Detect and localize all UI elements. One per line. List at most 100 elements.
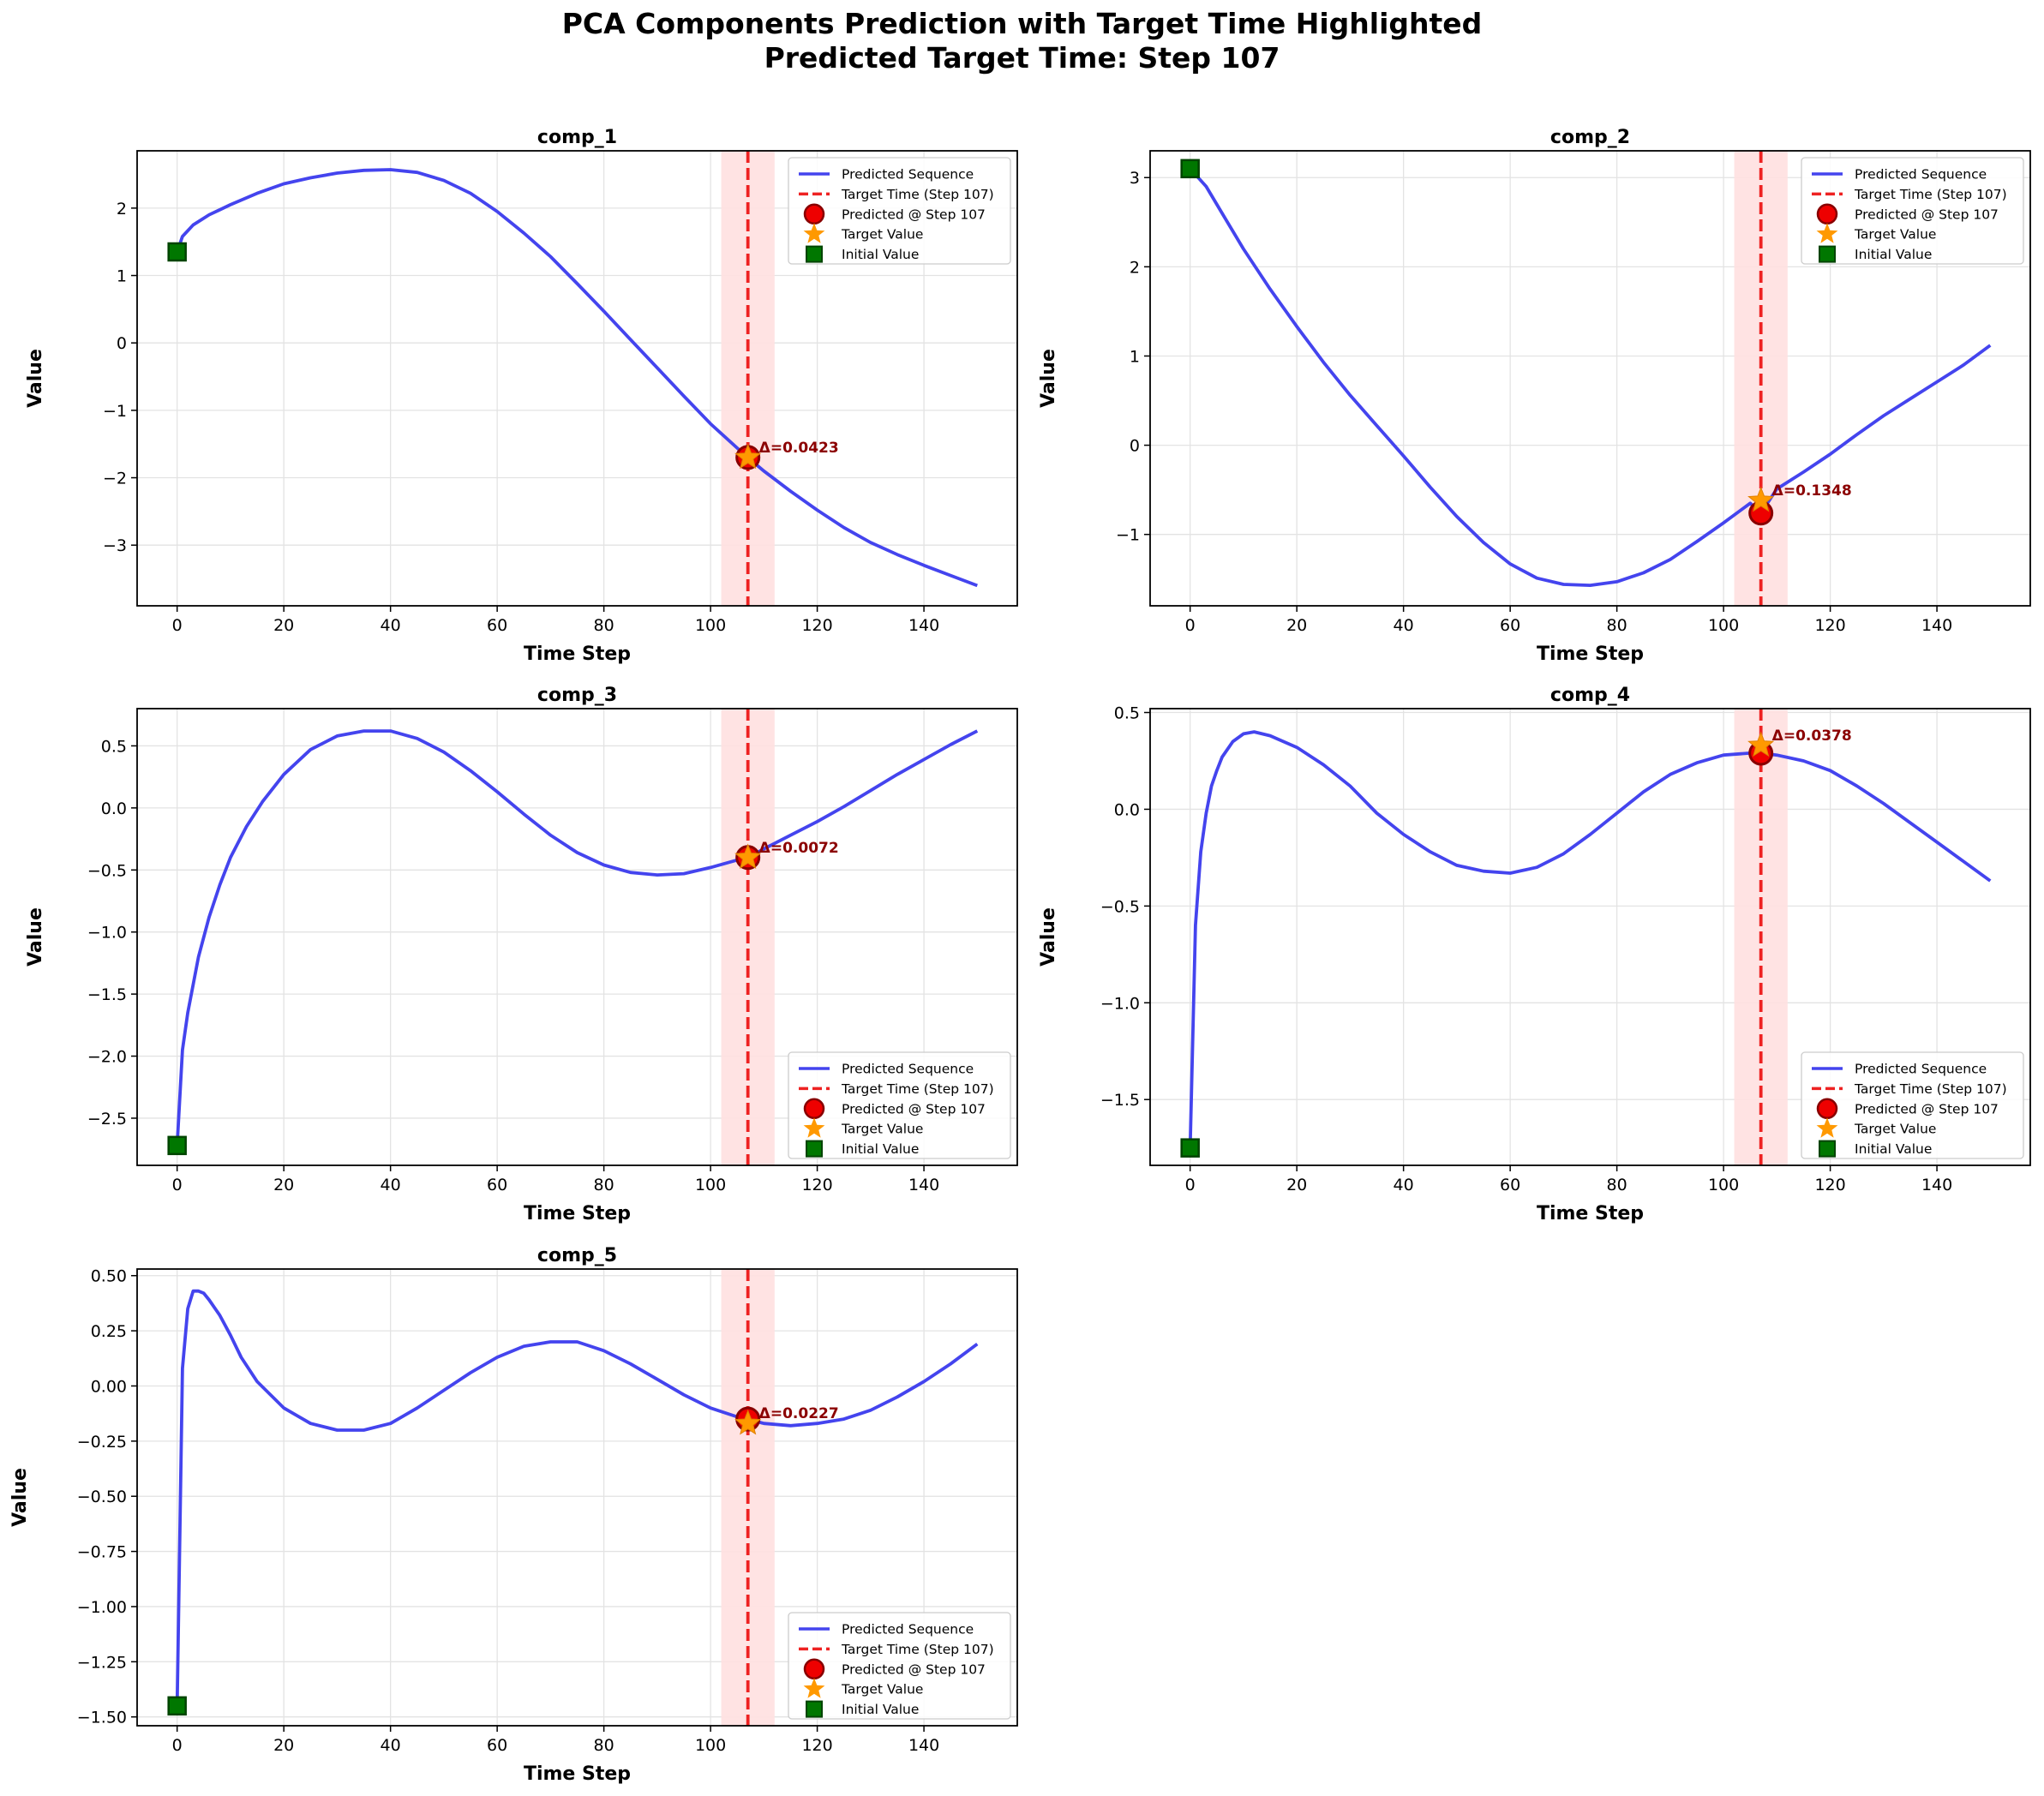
legend-label: Target Time (Step 107) — [1854, 187, 2007, 202]
y-axis-label: Value — [1038, 907, 1059, 967]
predicted-sequence-line — [175, 729, 979, 1146]
predicted-sequence-line — [175, 1289, 979, 1706]
x-tick-label: 20 — [1286, 616, 1307, 635]
x-tick-label: 60 — [1500, 616, 1520, 635]
y-tick-label: −1.0 — [1100, 994, 1140, 1013]
x-tick-label: 80 — [594, 616, 614, 635]
x-tick-label: 120 — [1814, 616, 1845, 635]
x-tick-label: 80 — [594, 1176, 614, 1194]
y-axis-label: Value — [25, 907, 46, 967]
figure-title: PCA Components Prediction with Target Ti… — [561, 7, 1483, 40]
legend-box — [788, 1051, 1011, 1159]
legend-label: Predicted Sequence — [842, 1062, 974, 1077]
y-tick-label: −0.75 — [77, 1543, 127, 1562]
x-tick-label: 40 — [1394, 616, 1414, 635]
target-star — [1747, 486, 1775, 512]
x-axis-label: Time Step — [524, 1763, 631, 1785]
y-axis-label: Value — [9, 1468, 31, 1527]
x-tick-label: 60 — [487, 616, 507, 635]
x-tick-label: 120 — [801, 1736, 832, 1755]
y-tick-label: −0.50 — [77, 1488, 127, 1506]
delta-label: Δ=0.0072 — [759, 840, 839, 857]
legend: Predicted Sequence Target Time (Step 107)… — [788, 1612, 1011, 1720]
legend-handle-star — [803, 1117, 825, 1138]
y-tick-label: −3 — [103, 536, 127, 555]
y-tick-label: −1.25 — [77, 1653, 127, 1672]
y-tick-label: −2.5 — [87, 1110, 127, 1128]
x-tick-label: 40 — [381, 1736, 401, 1755]
x-tick-label: 100 — [1708, 1176, 1739, 1194]
predicted-sequence-line — [175, 168, 978, 588]
target-star — [1747, 731, 1775, 757]
axes-frame — [136, 1268, 1018, 1727]
y-tick-label: −1 — [1116, 526, 1140, 545]
delta-label: Δ=0.0227 — [759, 1405, 839, 1422]
y-tick-label: −1.00 — [77, 1598, 127, 1617]
target-star — [734, 1409, 762, 1435]
x-axis-label: Time Step — [1537, 644, 1644, 665]
initial-marker — [1180, 1138, 1200, 1158]
x-tick-label: 0 — [1185, 616, 1196, 635]
legend-handle-square — [806, 1140, 823, 1158]
legend-handle-star — [1816, 223, 1838, 243]
x-tick-label: 100 — [695, 616, 726, 635]
legend-label: Predicted Sequence — [842, 1622, 974, 1637]
y-tick-label: 0.0 — [101, 799, 127, 818]
delta-label: Δ=0.1348 — [1772, 482, 1852, 500]
legend-handle-star — [803, 1678, 825, 1698]
x-axis-label: Time Step — [524, 1203, 631, 1224]
x-tick-label: 100 — [1708, 616, 1739, 635]
x-tick-label: 40 — [381, 616, 401, 635]
y-tick-label: 0.00 — [91, 1377, 127, 1396]
legend-box — [1801, 157, 2024, 265]
delta-label: Δ=0.0378 — [1772, 727, 1852, 745]
y-tick-label: −2 — [103, 470, 127, 488]
legend-label: Target Value — [841, 1682, 923, 1697]
legend-handle-circle — [803, 203, 825, 225]
x-tick-label: 140 — [908, 1176, 939, 1194]
x-tick-label: 20 — [273, 616, 294, 635]
y-tick-label: 0 — [1130, 437, 1140, 456]
legend-label: Predicted @ Step 107 — [842, 207, 986, 222]
subplot-comp_5: Δ=0.0227 0 20 40 60 80 100 120 140 −1.50 −1.25 −1.0… — [9, 1245, 1018, 1785]
legend-handle-star — [1816, 1117, 1838, 1138]
y-axis-label: Value — [1038, 349, 1059, 408]
axes-frame — [1149, 150, 2031, 607]
legend-label: Predicted Sequence — [1855, 167, 1987, 183]
legend-label: Initial Value — [842, 1141, 919, 1157]
x-tick-label: 140 — [908, 616, 939, 635]
y-tick-label: 2 — [117, 200, 127, 219]
legend-label: Initial Value — [842, 1702, 919, 1717]
x-tick-label: 120 — [801, 616, 832, 635]
legend-label: Initial Value — [1855, 1141, 1932, 1157]
legend-handle-circle — [1816, 1098, 1838, 1120]
y-tick-label: −0.5 — [1100, 897, 1140, 916]
axes-frame — [1149, 708, 2031, 1166]
y-tick-label: 0.25 — [91, 1322, 127, 1341]
figure-title-block: PCA Components Prediction with Target Ti… — [0, 7, 2044, 75]
subplot-title: comp_1 — [537, 127, 617, 148]
y-tick-label: 0.0 — [1114, 800, 1140, 819]
legend-label: Initial Value — [1855, 247, 1932, 262]
legend-handle-square — [1819, 245, 1836, 263]
legend-label: Target Value — [841, 227, 923, 242]
legend-label: Predicted @ Step 107 — [1855, 1101, 1999, 1117]
x-tick-label: 60 — [487, 1736, 507, 1755]
legend-box — [788, 157, 1011, 265]
axes-frame — [136, 708, 1018, 1166]
axes-frame — [136, 150, 1018, 607]
y-tick-label: 0.5 — [1114, 704, 1140, 723]
x-tick-label: 140 — [1921, 1176, 1952, 1194]
x-axis-label: Time Step — [1537, 1203, 1644, 1224]
x-tick-label: 100 — [695, 1736, 726, 1755]
x-tick-label: 80 — [1607, 616, 1627, 635]
legend: Predicted Sequence Target Time (Step 107)… — [788, 157, 1011, 265]
x-tick-label: 60 — [487, 1176, 507, 1194]
legend: Predicted Sequence Target Time (Step 107)… — [1801, 1051, 2024, 1159]
x-tick-label: 0 — [1185, 1176, 1196, 1194]
y-axis-label: Value — [25, 349, 46, 408]
y-tick-label: 0.5 — [101, 737, 127, 756]
legend-label: Predicted @ Step 107 — [842, 1101, 986, 1117]
y-tick-label: 0.50 — [91, 1267, 127, 1286]
x-tick-label: 100 — [695, 1176, 726, 1194]
